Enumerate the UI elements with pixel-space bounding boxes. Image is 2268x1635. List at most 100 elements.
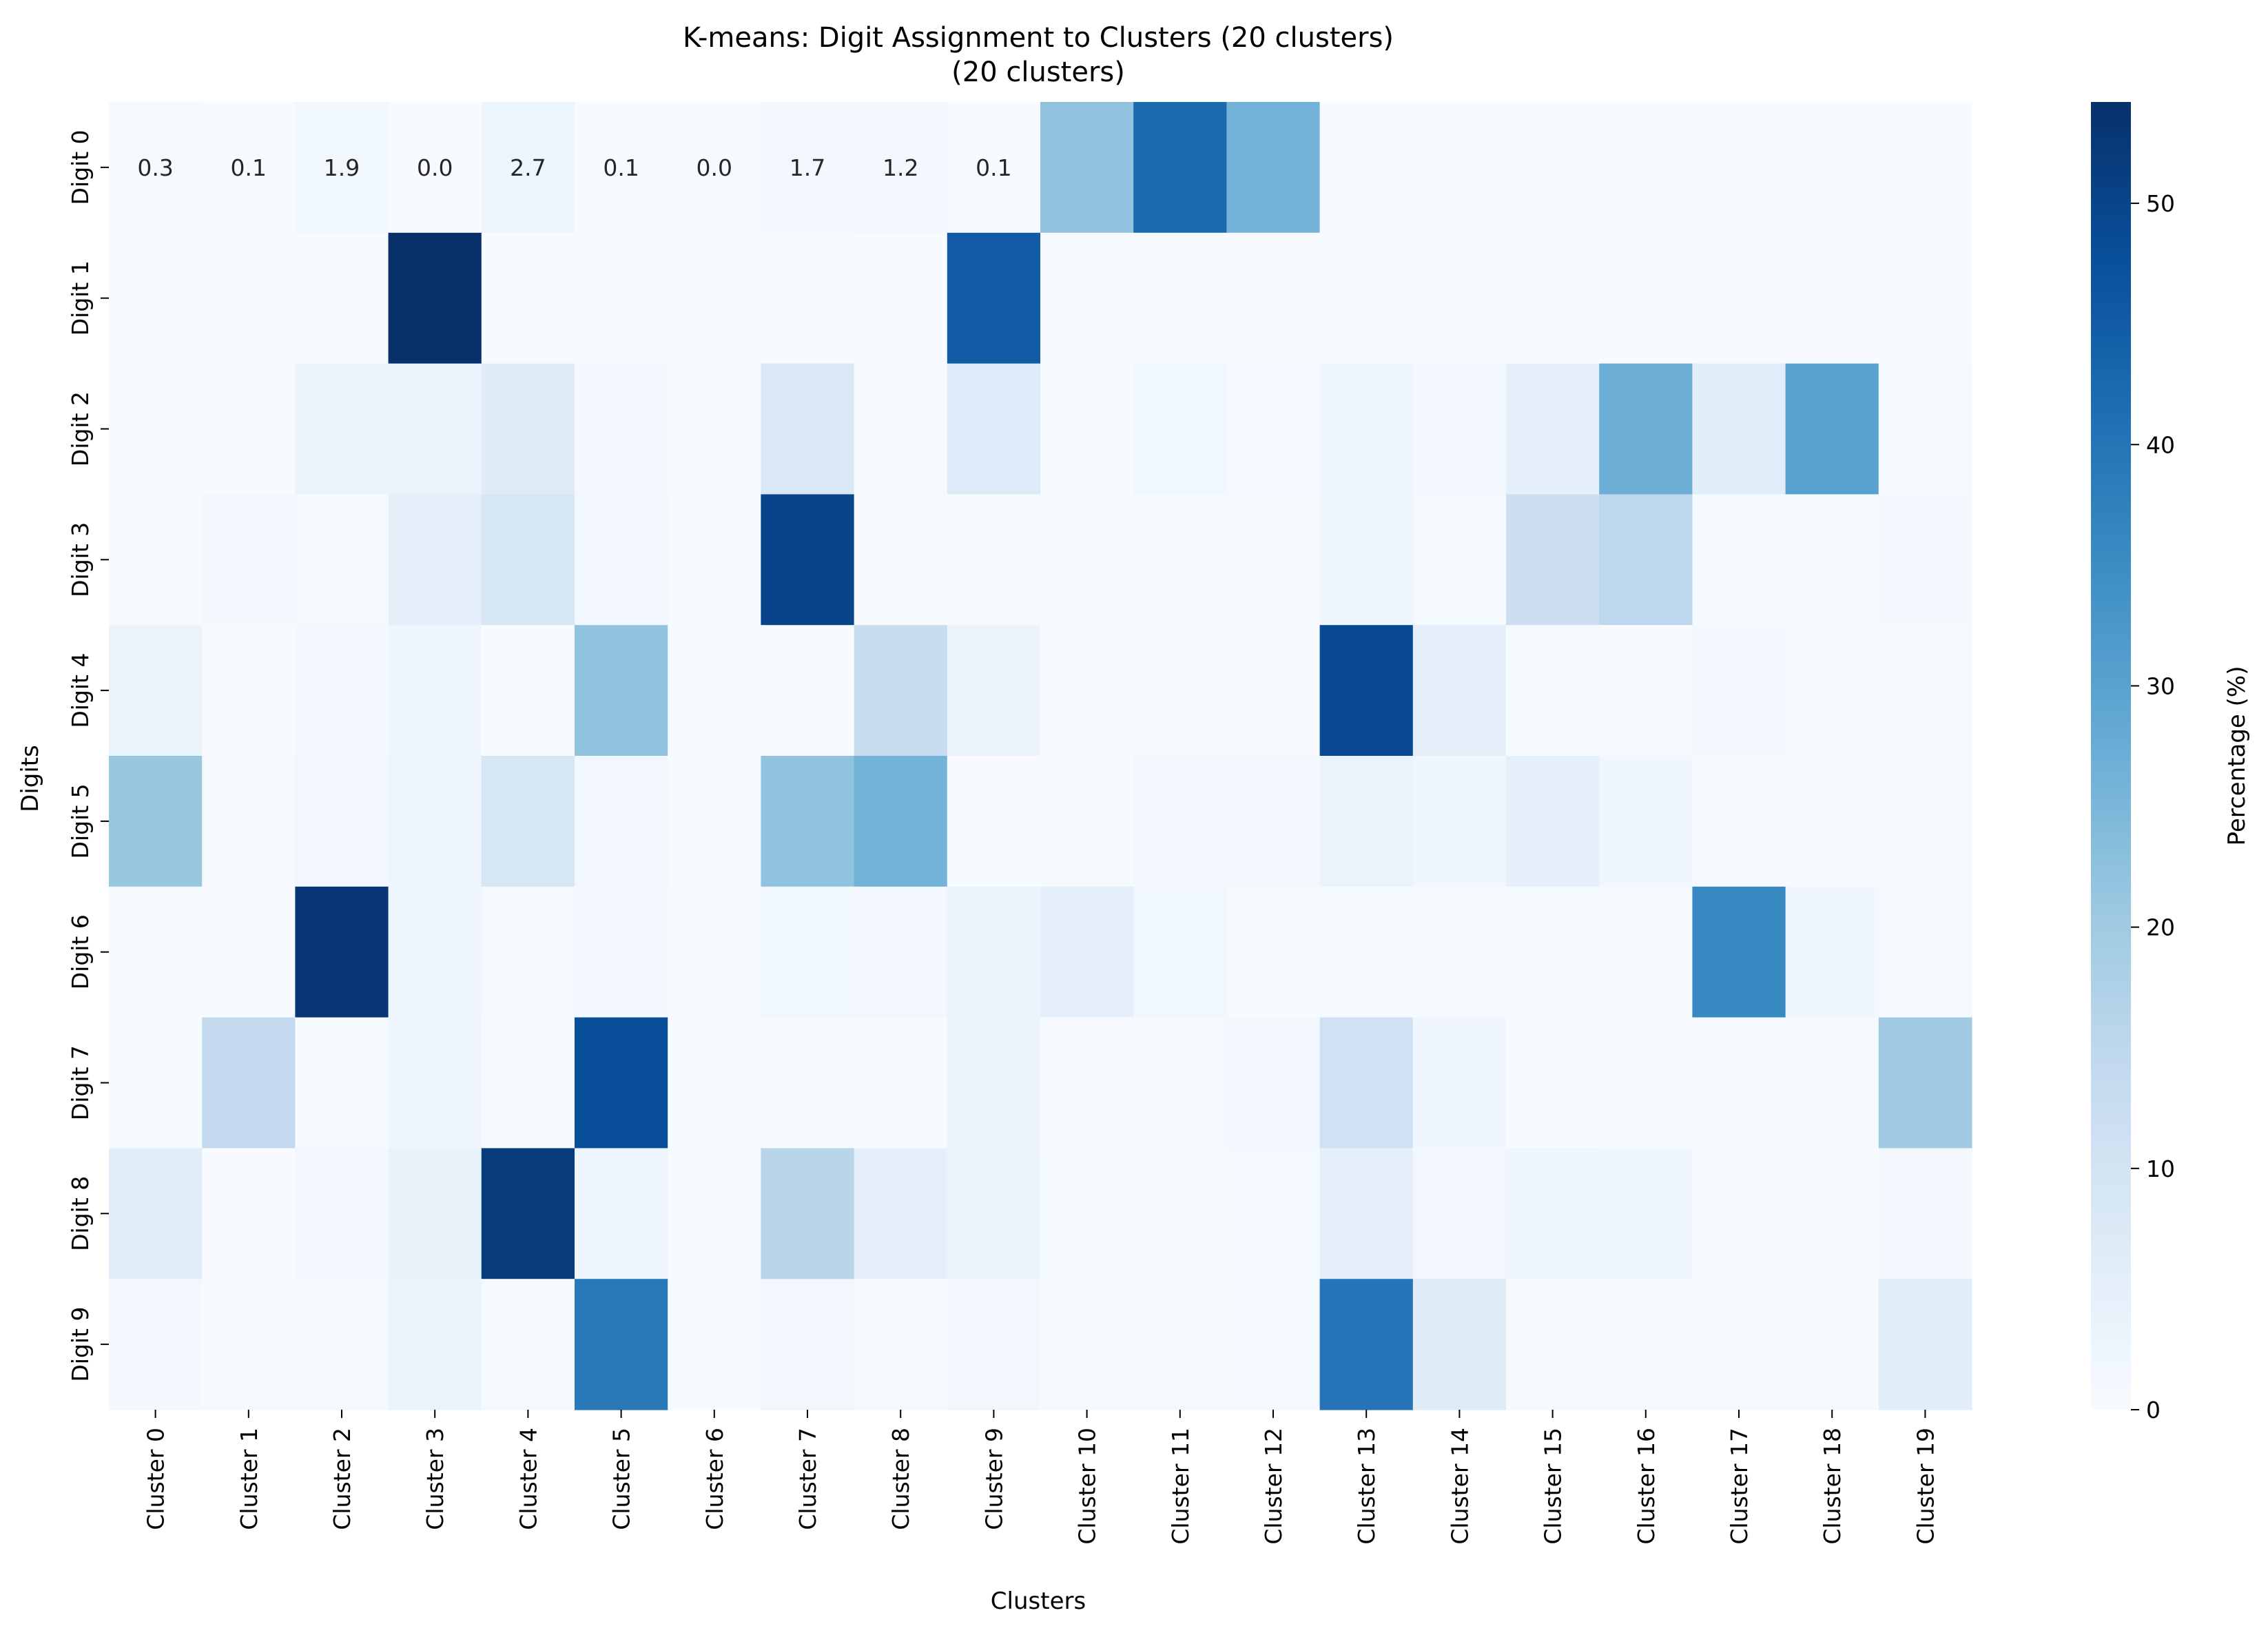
heatmap-cell [295,886,389,1018]
heatmap-cell [1785,494,1879,626]
heatmap-cell [1785,1148,1879,1279]
heatmap-cell [1878,232,1972,364]
heatmap-cell [575,363,668,495]
heatmap-cell [947,1017,1041,1149]
heatmap-cell [854,494,948,626]
heatmap-cell [1878,102,1972,234]
heatmap-cell [761,756,855,887]
heatmap-cell [947,756,1041,887]
heatmap-cell [1692,756,1786,887]
heatmap-cell [1133,625,1227,757]
heatmap-cell [1506,232,1600,364]
colorbar [2091,102,2131,1410]
heatmap-cell [1692,494,1786,626]
heatmap-cell [668,756,761,887]
heatmap-cell [1599,363,1693,495]
heatmap-cell [1133,102,1227,234]
x-axis-ticks: Cluster 0 Cluster 1 Cluster 2 Cluster 3 Clus… [143,1410,1939,1545]
colorbar-tick-label: 10 [2146,1155,2175,1182]
x-tick-label: Cluster 15 [1540,1428,1567,1545]
heatmap-cell [854,363,948,495]
y-tick-label: Digit 2 [67,391,94,466]
heatmap-cell [1319,886,1414,1018]
heatmap-cell [388,363,482,495]
heatmap-cell [575,625,668,757]
heatmap-cell [1785,756,1879,887]
heatmap-cell [1599,232,1693,364]
heatmap-cell [575,102,668,234]
x-tick-label: Cluster 14 [1446,1428,1473,1545]
y-tick-label: Digit 9 [67,1307,94,1382]
heatmap-cell [1412,363,1507,495]
colorbar-tick-label: 40 [2146,431,2175,458]
x-tick-label: Cluster 4 [515,1428,542,1530]
x-tick-label: Cluster 18 [1819,1428,1846,1545]
heatmap-cell [668,1279,761,1410]
heatmap-cell [761,102,855,234]
heatmap-cell [1412,102,1507,234]
x-tick-label: Cluster 8 [887,1428,914,1530]
heatmap-cell [295,1148,389,1279]
heatmap-cell [109,1148,203,1279]
heatmap-cell [854,232,948,364]
heatmap-cell [388,1148,482,1279]
heatmap-cell [1506,494,1600,626]
colorbar-tick-label: 50 [2146,190,2175,217]
heatmap-cell [1878,1279,1972,1410]
heatmap-cell [1319,1279,1414,1410]
y-tick-label: Digit 6 [67,914,94,989]
heatmap-cell [1226,494,1321,626]
cell-annotation: 0.3 [137,154,173,181]
heatmap-cell [1412,886,1507,1018]
cell-annotation: 0.0 [697,154,732,181]
heatmap-cell [761,1017,855,1149]
heatmap-cell [1692,625,1786,757]
heatmap-cell [668,102,761,234]
heatmap-cell [1226,232,1321,364]
heatmap-cell [109,494,203,626]
heatmap-cell [388,102,482,234]
heatmap-cell [1878,886,1972,1018]
heatmap-cell [1133,1017,1227,1149]
heatmap-cell [1040,886,1134,1018]
y-axis-label: Digits [17,745,44,812]
heatmap-cell [481,625,575,757]
heatmap-cell [761,886,855,1018]
heatmap-cell [1506,1017,1600,1149]
colorbar-tick-label: 20 [2146,914,2175,941]
heatmap-cell [575,1017,668,1149]
heatmap-cell [481,494,575,626]
heatmap-cell [295,1017,389,1149]
heatmap-cell [1785,886,1879,1018]
heatmap-cell [854,756,948,887]
heatmap-cell [1226,363,1321,495]
x-tick-label: Cluster 17 [1726,1428,1753,1545]
heatmap-cell [109,363,203,495]
heatmap-cell [1319,756,1414,887]
heatmap-cell [1506,363,1600,495]
heatmap-cell [1785,1017,1879,1149]
heatmap-cell [109,886,203,1018]
heatmap-cell [1040,102,1134,234]
x-tick-label: Cluster 12 [1260,1428,1287,1545]
cell-annotation: 0.0 [417,154,453,181]
heatmap-cell [1226,886,1321,1018]
heatmap-cell [1226,1279,1321,1410]
heatmap-cell [575,494,668,626]
heatmap-cell [854,886,948,1018]
heatmap-cell [1506,1279,1600,1410]
heatmap-cell [109,756,203,887]
heatmap-cell [295,102,389,234]
chart-subtitle: (20 clusters) [951,56,1125,88]
heatmap-cell [202,1148,296,1279]
heatmap-cell [1412,232,1507,364]
heatmap-cell [1506,625,1600,757]
heatmap-cell [109,232,203,364]
heatmap-cell [202,1017,296,1149]
heatmap-cell [388,886,482,1018]
heatmap-cell [109,625,203,757]
y-tick-label: Digit 4 [67,653,94,728]
heatmap-cell [1412,756,1507,887]
heatmap-cell [947,232,1041,364]
